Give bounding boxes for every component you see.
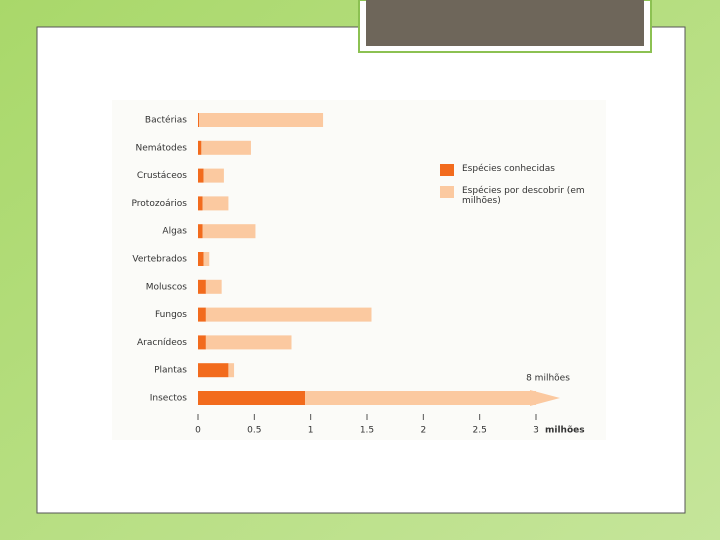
bar-segment	[198, 224, 203, 239]
x-tick-label: 2.5	[473, 426, 487, 436]
bars	[198, 113, 536, 405]
category-label: Moluscos	[146, 282, 188, 292]
x-tick-label: 3	[533, 426, 539, 436]
bar-segment	[198, 140, 202, 155]
chart-area	[112, 100, 606, 440]
bar-segment	[198, 279, 206, 294]
bar-segment	[201, 140, 251, 155]
category-label: Protozoários	[132, 199, 188, 209]
legend-label: Espécies por descobrir (em milhões)	[462, 186, 585, 206]
bar-segment	[203, 252, 210, 266]
category-label: Bactérias	[145, 115, 187, 126]
x-tick-label: 1	[308, 426, 314, 436]
category-label: Fungos	[155, 310, 187, 320]
x-tick-label: 2	[420, 426, 426, 436]
bar-segment	[205, 279, 222, 294]
bar-segment	[198, 168, 204, 183]
bar-segment	[228, 363, 235, 378]
category-label: Vertebrados	[132, 255, 187, 265]
annotation: 8 milhões	[526, 374, 570, 384]
legend-label: Espécies conhecidas	[462, 164, 555, 174]
category-label: Algas	[162, 227, 187, 237]
legend-item: Espécies por descobrir (em milhões)	[440, 186, 600, 206]
legend-item: Espécies conhecidas	[440, 164, 600, 176]
x-tick-label: 0.5	[247, 426, 261, 436]
bar-segment	[198, 307, 206, 322]
bar-segment	[202, 224, 256, 239]
legend-swatch	[440, 164, 454, 176]
category-label: Insectos	[150, 394, 188, 404]
bar-segment	[202, 196, 229, 211]
bar-segment	[198, 335, 206, 350]
bar-segment	[205, 335, 292, 350]
x-axis-label: milhões	[545, 426, 585, 436]
arrow-head	[530, 390, 560, 406]
category-label: Aracnídeos	[137, 338, 187, 348]
legend-swatch	[440, 186, 454, 198]
bar-segment	[198, 252, 204, 266]
bar-segment	[198, 391, 306, 405]
bar-segment	[198, 113, 200, 127]
legend: Espécies conhecidas Espécies por descobri…	[440, 164, 600, 216]
bar-segment	[205, 307, 372, 322]
bar-segment	[198, 196, 203, 211]
title-box	[366, 0, 644, 46]
category-label: Plantas	[154, 366, 187, 376]
bar-segment	[199, 113, 324, 127]
x-tick-label: 0	[195, 426, 201, 436]
bar-segment	[203, 168, 224, 183]
bar-segment	[305, 391, 536, 405]
category-label: Crustáceos	[137, 171, 187, 181]
bar-segment	[198, 363, 229, 378]
x-tick-label: 1.5	[360, 426, 374, 436]
category-label: Nemátodes	[135, 143, 187, 153]
